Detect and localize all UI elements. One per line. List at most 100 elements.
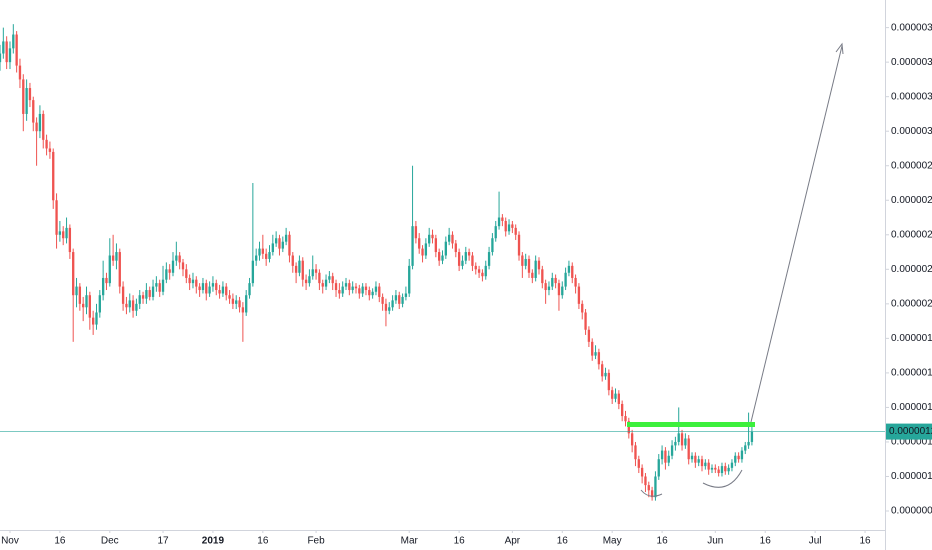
candle-body xyxy=(567,265,571,273)
candle-body xyxy=(185,269,188,278)
candle-body xyxy=(155,283,158,287)
candles xyxy=(0,24,754,501)
candle-body xyxy=(241,307,245,313)
candle-body xyxy=(32,100,35,123)
x-tick-label: 16 xyxy=(657,536,669,547)
candle-body xyxy=(165,269,168,280)
candle-body xyxy=(108,255,111,284)
candle-body xyxy=(168,269,171,273)
candle-body xyxy=(734,455,737,463)
candle-body xyxy=(404,293,408,297)
y-tick-label: 0.00000100 xyxy=(891,471,932,482)
candle-body xyxy=(620,403,624,417)
candle-body xyxy=(205,283,208,294)
candle-body xyxy=(477,269,481,273)
candle-body xyxy=(178,255,181,263)
candle-body xyxy=(447,234,451,242)
candle-body xyxy=(351,286,354,291)
candle-body xyxy=(78,286,82,304)
candle-body xyxy=(55,200,58,235)
candle-body xyxy=(581,303,584,313)
candle-body xyxy=(727,467,730,472)
candle-body xyxy=(680,433,684,446)
candle-body xyxy=(364,286,368,291)
candle-body xyxy=(644,476,647,486)
candle-body xyxy=(617,393,620,404)
candle-body xyxy=(248,283,251,296)
candle-body xyxy=(704,462,707,467)
candle-body xyxy=(474,265,477,270)
candle-body xyxy=(348,283,351,291)
candle-body xyxy=(607,372,611,391)
candle-body xyxy=(148,290,151,297)
candle-body xyxy=(604,372,607,377)
candle-body xyxy=(12,34,15,49)
candle-body xyxy=(2,41,5,54)
candle-body xyxy=(0,53,2,63)
candle-body xyxy=(82,303,85,308)
candle-body xyxy=(271,243,274,253)
x-tick-label: 16 xyxy=(859,536,871,547)
candle-body xyxy=(501,217,504,221)
candle-body xyxy=(601,364,604,377)
candle-body xyxy=(331,276,334,284)
x-tick-label: Jul xyxy=(809,536,822,547)
candle-body xyxy=(724,466,727,472)
candle-body xyxy=(298,260,301,273)
candle-body xyxy=(105,277,108,284)
candle-body xyxy=(730,462,734,468)
x-tick-label: 2019 xyxy=(202,536,225,547)
candle-body xyxy=(42,113,45,140)
candle-body xyxy=(438,252,441,261)
candle-body xyxy=(740,450,744,460)
candle-body xyxy=(541,269,544,284)
candle-body xyxy=(424,243,428,256)
candle-body xyxy=(75,286,78,296)
candle-body xyxy=(301,260,304,280)
candle-body xyxy=(5,41,8,63)
candle-body xyxy=(664,450,667,463)
y-tick-label: 0.00000140 xyxy=(891,402,932,413)
candle-body xyxy=(720,466,724,474)
candle-body xyxy=(211,283,215,287)
candle-body xyxy=(161,279,165,292)
candle-body xyxy=(524,258,527,266)
candle-body xyxy=(418,238,421,249)
candle-body xyxy=(647,485,650,491)
candle-body xyxy=(571,265,574,278)
candle-body xyxy=(22,79,25,114)
candle-body xyxy=(128,300,131,308)
candle-body xyxy=(737,455,740,460)
last-price-label: 0.00000126 xyxy=(889,426,932,437)
candle-body xyxy=(151,286,155,297)
candle-body xyxy=(471,255,474,266)
candle-body xyxy=(158,283,161,292)
candle-body xyxy=(714,467,717,470)
candle-body xyxy=(534,260,537,278)
y-tick-label: 0.00000240 xyxy=(891,229,932,240)
x-tick-label: Apr xyxy=(505,536,521,547)
candle-body xyxy=(650,490,654,498)
candle-body xyxy=(228,295,231,299)
candle-body xyxy=(354,286,358,289)
candle-body xyxy=(398,295,401,304)
candle-body xyxy=(481,272,484,277)
candle-body xyxy=(358,288,361,294)
x-tick-label: May xyxy=(603,536,622,547)
candle-body xyxy=(15,34,18,66)
candle-body xyxy=(484,265,487,277)
candle-body xyxy=(428,234,431,244)
candle-body xyxy=(118,252,121,287)
candle-body xyxy=(461,260,464,266)
candle-body xyxy=(311,269,314,277)
candle-body xyxy=(341,286,344,294)
candle-body xyxy=(507,224,511,232)
candle-body xyxy=(660,450,664,460)
candle-body xyxy=(68,227,72,253)
candle-body xyxy=(28,88,32,101)
candle-body xyxy=(255,255,258,261)
x-tick-label: 17 xyxy=(157,536,169,547)
